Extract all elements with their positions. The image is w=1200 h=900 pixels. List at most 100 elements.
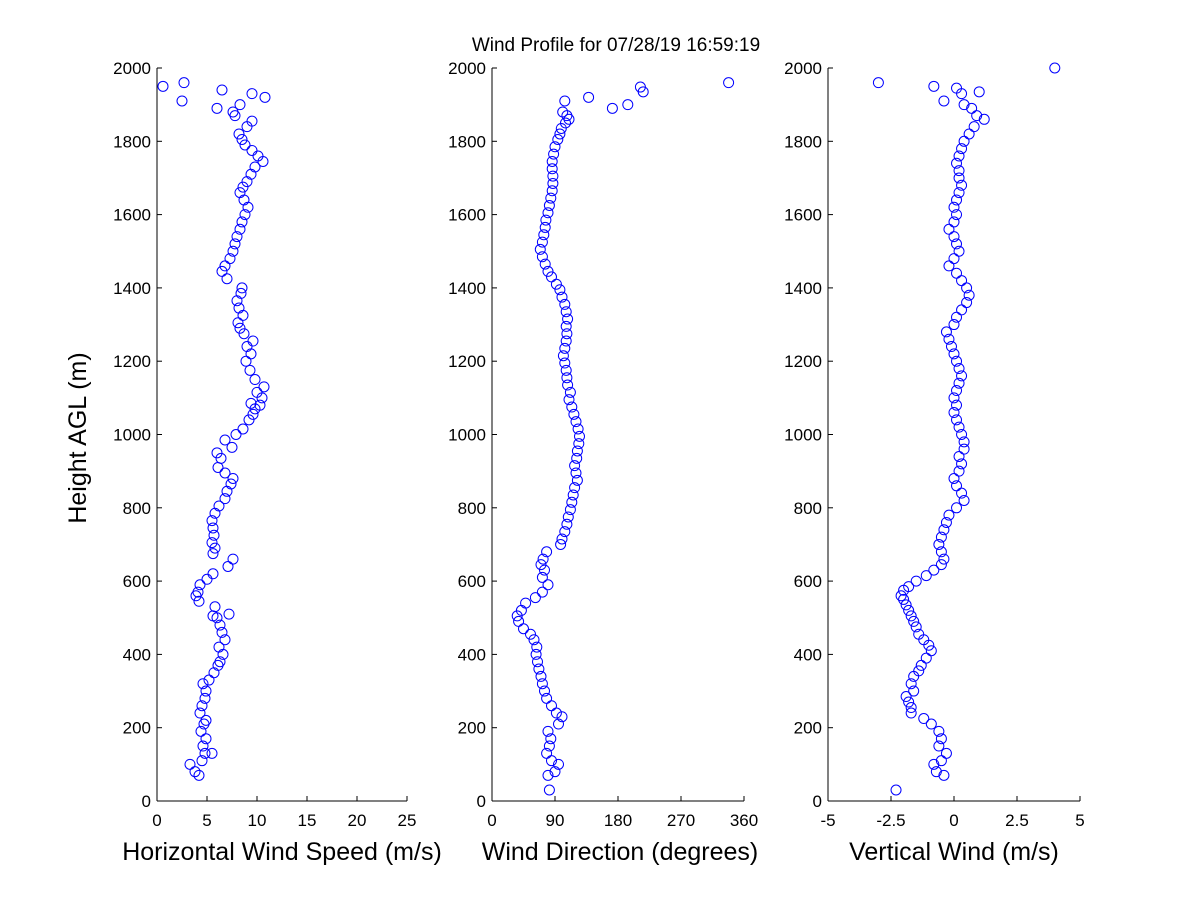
data-point	[208, 529, 220, 541]
data-point	[951, 238, 963, 250]
data-point	[199, 692, 211, 704]
data-point	[239, 209, 251, 221]
data-point	[951, 385, 963, 397]
direction-panel: Wind Direction (degrees) 0 200 400 600 800 10…	[448, 59, 758, 866]
data-point	[237, 423, 249, 435]
y-tick-label: 200	[123, 719, 151, 738]
data-point	[920, 570, 932, 582]
y-tick-label: 0	[813, 792, 822, 811]
data-point	[239, 139, 251, 151]
data-point	[219, 493, 231, 505]
data-point	[953, 187, 965, 199]
data-point	[948, 216, 960, 228]
data-point	[872, 77, 884, 89]
y-tick-label: 1800	[113, 132, 151, 151]
data-point	[933, 538, 945, 550]
y-tick-label: 400	[458, 645, 486, 664]
data-point	[214, 656, 226, 668]
data-point	[569, 460, 581, 472]
data-point	[945, 341, 957, 353]
data-point	[963, 128, 975, 140]
data-point	[176, 95, 188, 107]
data-point	[956, 487, 968, 499]
data-point	[243, 414, 255, 426]
data-point	[943, 509, 955, 521]
y-axis-label: Height AGL (m)	[64, 352, 92, 523]
data-point	[539, 685, 550, 697]
data-point	[541, 747, 553, 759]
data-point	[207, 548, 219, 560]
data-point	[233, 128, 245, 140]
data-point	[953, 450, 965, 462]
data-point	[542, 265, 554, 277]
data-point	[536, 586, 548, 598]
data-point	[203, 674, 215, 686]
data-point	[571, 474, 583, 486]
data-point	[234, 322, 246, 334]
data-point	[564, 504, 576, 516]
data-point	[606, 102, 618, 114]
x-tick-label: 270	[667, 811, 695, 830]
data-point	[247, 335, 259, 347]
data-point	[234, 187, 246, 199]
data-point	[622, 99, 634, 111]
data-point	[560, 335, 572, 347]
data-point	[958, 436, 970, 448]
data-point	[200, 733, 212, 745]
data-point	[554, 128, 566, 140]
data-point	[227, 553, 239, 565]
data-point	[247, 408, 259, 420]
data-point	[240, 355, 252, 367]
y-tick-label: 1400	[784, 279, 822, 298]
x-tick-label: -2.5	[876, 811, 905, 830]
data-point	[246, 144, 258, 156]
data-point	[532, 656, 543, 668]
data-point	[951, 82, 963, 94]
data-point	[244, 364, 256, 376]
data-point	[520, 597, 532, 609]
y-tick-label: 1400	[448, 279, 486, 298]
x-tick-label: 0	[152, 811, 161, 830]
data-point	[563, 394, 575, 406]
data-point	[583, 91, 595, 103]
data-point	[200, 714, 212, 726]
data-point	[211, 102, 223, 114]
data-point	[557, 106, 569, 118]
data-point	[556, 711, 568, 723]
data-point	[249, 374, 261, 386]
data-point	[525, 628, 536, 640]
data-point	[219, 634, 231, 646]
data-point	[546, 185, 558, 197]
data-point	[194, 707, 206, 719]
data-point	[961, 297, 973, 309]
data-point	[566, 496, 578, 508]
data-point	[201, 573, 213, 585]
data-point	[538, 229, 550, 241]
data-point	[540, 214, 552, 226]
data-point	[229, 238, 241, 250]
data-point	[978, 113, 990, 125]
y-tick-label: 1000	[448, 426, 486, 445]
data-point	[933, 725, 945, 737]
data-point	[556, 291, 568, 303]
data-point	[223, 608, 235, 620]
data-point	[905, 610, 917, 622]
data-point	[536, 678, 548, 690]
data-point	[903, 696, 915, 708]
data-point	[915, 659, 927, 671]
data-point	[948, 253, 960, 265]
data-point	[930, 766, 942, 778]
y-tick-label: 1000	[784, 426, 822, 445]
data-point	[560, 306, 572, 318]
data-point	[918, 713, 930, 725]
data-point	[542, 579, 554, 591]
y-tick-label: 1200	[113, 352, 151, 371]
vertical-wind-panel: Vertical Wind (m/s) 0 200 400 600 800 1000 120…	[784, 59, 1085, 866]
data-point	[199, 747, 211, 759]
data-point	[552, 133, 564, 145]
data-point	[535, 559, 547, 571]
data-point	[222, 560, 234, 572]
data-point	[542, 769, 554, 781]
data-point	[254, 399, 266, 411]
data-point	[246, 115, 258, 127]
